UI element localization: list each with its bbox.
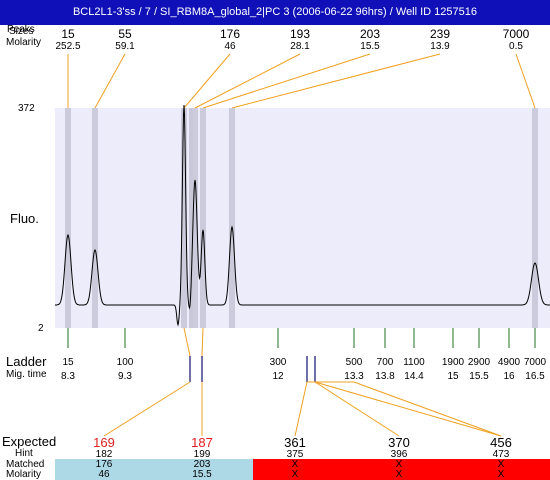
ladder-time-cell: 9.3 bbox=[118, 371, 132, 382]
y-axis-title: Fluo. bbox=[10, 211, 39, 226]
peaks-row-label: Peaks bbox=[7, 24, 35, 35]
peak-connector-line bbox=[194, 53, 301, 109]
peak-size-cell: 193 bbox=[289, 27, 311, 41]
ladder-size-cell: 100 bbox=[116, 357, 134, 368]
ladder-time-cell: 16.5 bbox=[525, 371, 545, 382]
expected-size-cell: 169 bbox=[93, 435, 115, 450]
expected-connector-line bbox=[314, 381, 502, 437]
window-title: BCL2L1-3'ss / 7 / SI_RBM8A_global_2|PC 3… bbox=[0, 0, 550, 25]
expected-connector-line bbox=[314, 381, 400, 437]
peak-size-cell: 203 bbox=[359, 27, 381, 41]
hint-connector-line bbox=[201, 327, 204, 357]
peak-size-cell: 7000 bbox=[502, 27, 530, 41]
peak-connector-line bbox=[94, 53, 126, 109]
ladder-time-cell: 16 bbox=[503, 371, 515, 382]
expected-size-cell: 187 bbox=[191, 435, 213, 450]
sizes-row-label: Sizes bbox=[9, 26, 34, 37]
expected-size-cell: 370 bbox=[388, 435, 410, 450]
peak-molarity-cell: 252.5 bbox=[55, 41, 81, 52]
peak-connector-line bbox=[515, 53, 536, 109]
matched-molarity-cell: 15.5 bbox=[192, 469, 212, 480]
matched-size-cell: 203 bbox=[193, 459, 211, 470]
matched-row-background bbox=[55, 459, 253, 480]
ladder-size-cell: 1900 bbox=[441, 357, 465, 368]
hint-size-cell: 199 bbox=[193, 449, 211, 460]
peak-connector-line bbox=[202, 53, 371, 109]
ladder-time-cell: 14.4 bbox=[404, 371, 424, 382]
expected-size-cell: 361 bbox=[284, 435, 306, 450]
matched-molarity-cell: X bbox=[497, 469, 505, 480]
peak-size-cell: 15 bbox=[61, 27, 75, 41]
molarity-row-label: Molarity bbox=[6, 37, 42, 48]
peak-band bbox=[532, 108, 538, 328]
ladder-size-cell: 4900 bbox=[497, 357, 521, 368]
peak-band bbox=[229, 108, 235, 328]
ladder-size-cell: 2900 bbox=[467, 357, 491, 368]
matched-size-cell: X bbox=[497, 459, 505, 470]
unmatched-row-background bbox=[253, 459, 550, 480]
peak-molarity-cell: 13.9 bbox=[430, 41, 450, 52]
peak-band bbox=[189, 108, 193, 328]
ladder-time-cell: 13.8 bbox=[375, 371, 395, 382]
matched-molarity-cell: X bbox=[291, 469, 299, 480]
peak-size-cell: 55 bbox=[118, 27, 132, 41]
hint-size-cell: 473 bbox=[492, 449, 510, 460]
expected-row-label: Expected bbox=[2, 434, 57, 449]
matched-molarity-cell: X bbox=[395, 469, 403, 480]
electropherogram-trace bbox=[55, 104, 550, 327]
ladder-size-cell: 500 bbox=[345, 357, 363, 368]
peak-connector-line bbox=[231, 53, 441, 109]
ladder-size-cell: 7000 bbox=[523, 357, 547, 368]
y-axis-min-label: 2 bbox=[38, 323, 44, 334]
hint-row-label: Hint bbox=[15, 448, 33, 459]
matched-size-cell: X bbox=[291, 459, 299, 470]
ladder-size-cell: 15 bbox=[62, 357, 74, 368]
matched-row-label: Matched bbox=[6, 459, 45, 470]
peak-molarity-cell: 0.5 bbox=[509, 41, 523, 52]
peak-size-cell: 239 bbox=[429, 27, 451, 41]
ladder-time-cell: 13.3 bbox=[344, 371, 364, 382]
ladder-time-cell: 15.5 bbox=[469, 371, 489, 382]
peak-molarity-cell: 59.1 bbox=[115, 41, 135, 52]
hint-size-cell: 396 bbox=[390, 449, 408, 460]
ladder-time-cell: 15 bbox=[447, 371, 459, 382]
expected-connector-line bbox=[294, 381, 308, 437]
expected-connector-line bbox=[353, 381, 502, 437]
molarity-bottom-row-label: Molarity bbox=[6, 469, 42, 480]
mig-time-row-label: Mig. time bbox=[6, 369, 47, 380]
ladder-row-label: Ladder bbox=[6, 354, 47, 369]
matched-size-cell: X bbox=[395, 459, 403, 470]
peak-band bbox=[200, 108, 206, 328]
hint-connector-line bbox=[183, 327, 191, 357]
expected-size-cell: 456 bbox=[490, 435, 512, 450]
hint-size-cell: 182 bbox=[95, 449, 113, 460]
ladder-time-cell: 8.3 bbox=[61, 371, 75, 382]
plot-area bbox=[55, 108, 550, 328]
peak-size-cell: 176 bbox=[219, 27, 241, 41]
peak-connector-line bbox=[183, 53, 231, 109]
peak-band bbox=[65, 108, 71, 328]
ladder-size-cell: 300 bbox=[269, 357, 287, 368]
peak-molarity-cell: 15.5 bbox=[360, 41, 380, 52]
peak-molarity-cell: 46 bbox=[224, 41, 236, 52]
peak-molarity-cell: 28.1 bbox=[290, 41, 310, 52]
ladder-size-cell: 1100 bbox=[403, 357, 425, 368]
ladder-size-cell: 700 bbox=[376, 357, 394, 368]
peak-band bbox=[92, 108, 98, 328]
ladder-time-cell: 12 bbox=[272, 371, 284, 382]
peak-band bbox=[192, 108, 198, 328]
matched-size-cell: 176 bbox=[95, 459, 113, 470]
hint-size-cell: 375 bbox=[286, 449, 304, 460]
matched-molarity-cell: 46 bbox=[98, 469, 110, 480]
peak-band bbox=[181, 108, 187, 328]
y-axis-max-label: 372 bbox=[18, 103, 35, 114]
expected-connector-line bbox=[103, 381, 191, 437]
